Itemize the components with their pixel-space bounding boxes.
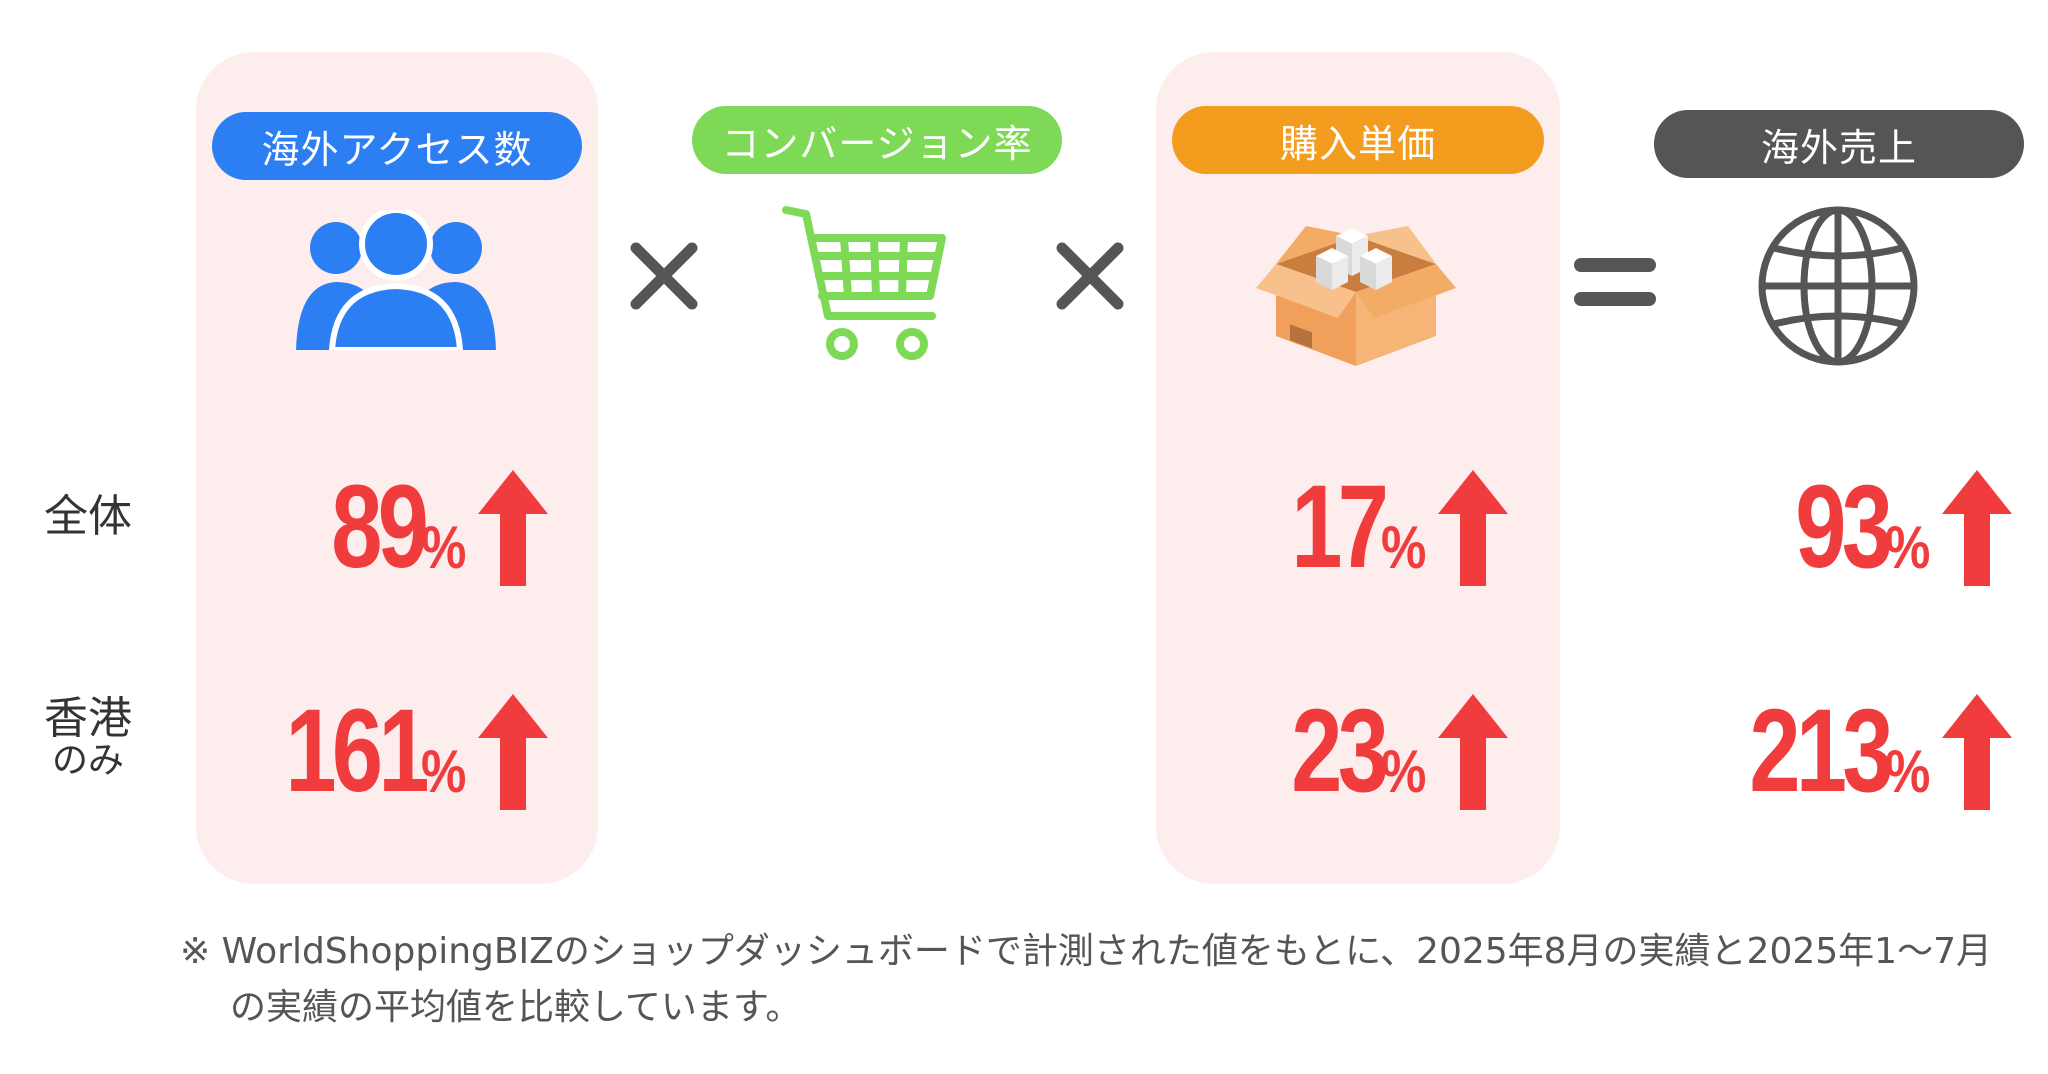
percent-symbol: % — [420, 514, 466, 581]
multiply-operator-1 — [626, 238, 702, 314]
percent-symbol: % — [1884, 514, 1930, 581]
up-arrow-icon — [1438, 470, 1508, 586]
data-label: 93 — [1795, 461, 1894, 593]
value-total-unit-price: 17 % — [1265, 466, 1508, 586]
value-hongkong-access: 161 % — [246, 690, 548, 810]
up-arrow-icon — [478, 470, 548, 586]
value-hongkong-sales: 213 % — [1710, 690, 2012, 810]
globe-icon — [1758, 206, 1918, 366]
conversion-header: コンバージョン率 — [692, 106, 1062, 174]
footnote-line-2: の実績の平均値を比較しています。 — [230, 987, 802, 1028]
percent-symbol: % — [1380, 738, 1426, 805]
percent-symbol: % — [1380, 514, 1426, 581]
row-label-hongkong-sublabel: のみ — [51, 740, 124, 782]
row-label-hongkong-text: 香港 — [44, 693, 132, 744]
row-label-hongkong: 香港 のみ — [28, 693, 148, 782]
row-label-total-text: 全体 — [44, 491, 132, 542]
package-box-icon — [1256, 226, 1456, 366]
up-arrow-icon — [478, 694, 548, 810]
multiply-operator-2 — [1052, 238, 1128, 314]
up-arrow-icon — [1438, 694, 1508, 810]
up-arrow-icon — [1942, 694, 2012, 810]
data-label: 161 — [285, 685, 429, 817]
percent-symbol: % — [1884, 738, 1930, 805]
unit-price-column-panel — [1156, 52, 1560, 884]
row-label-total: 全体 — [28, 491, 148, 542]
data-label: 213 — [1749, 685, 1893, 817]
footnote: ※ WorldShoppingBIZのショップダッシュボードで計測された値をもと… — [180, 924, 2030, 1036]
shopping-cart-icon — [782, 206, 946, 360]
users-icon — [296, 210, 496, 350]
value-total-access: 89 % — [305, 466, 548, 586]
data-label: 89 — [331, 461, 430, 593]
data-label: 17 — [1291, 461, 1390, 593]
percent-symbol: % — [420, 738, 466, 805]
data-label: 23 — [1291, 685, 1390, 817]
value-total-sales: 93 % — [1769, 466, 2012, 586]
up-arrow-icon — [1942, 470, 2012, 586]
footnote-line-1: WorldShoppingBIZのショップダッシュボードで計測された値をもとに、… — [221, 931, 1992, 972]
footnote-mark: ※ — [180, 931, 211, 972]
equals-operator — [1574, 254, 1656, 310]
unit-price-header: 購入単価 — [1172, 106, 1544, 174]
sales-header: 海外売上 — [1654, 110, 2024, 178]
value-hongkong-unit-price: 23 % — [1265, 690, 1508, 810]
access-header: 海外アクセス数 — [212, 112, 582, 180]
access-column-panel — [196, 52, 598, 884]
